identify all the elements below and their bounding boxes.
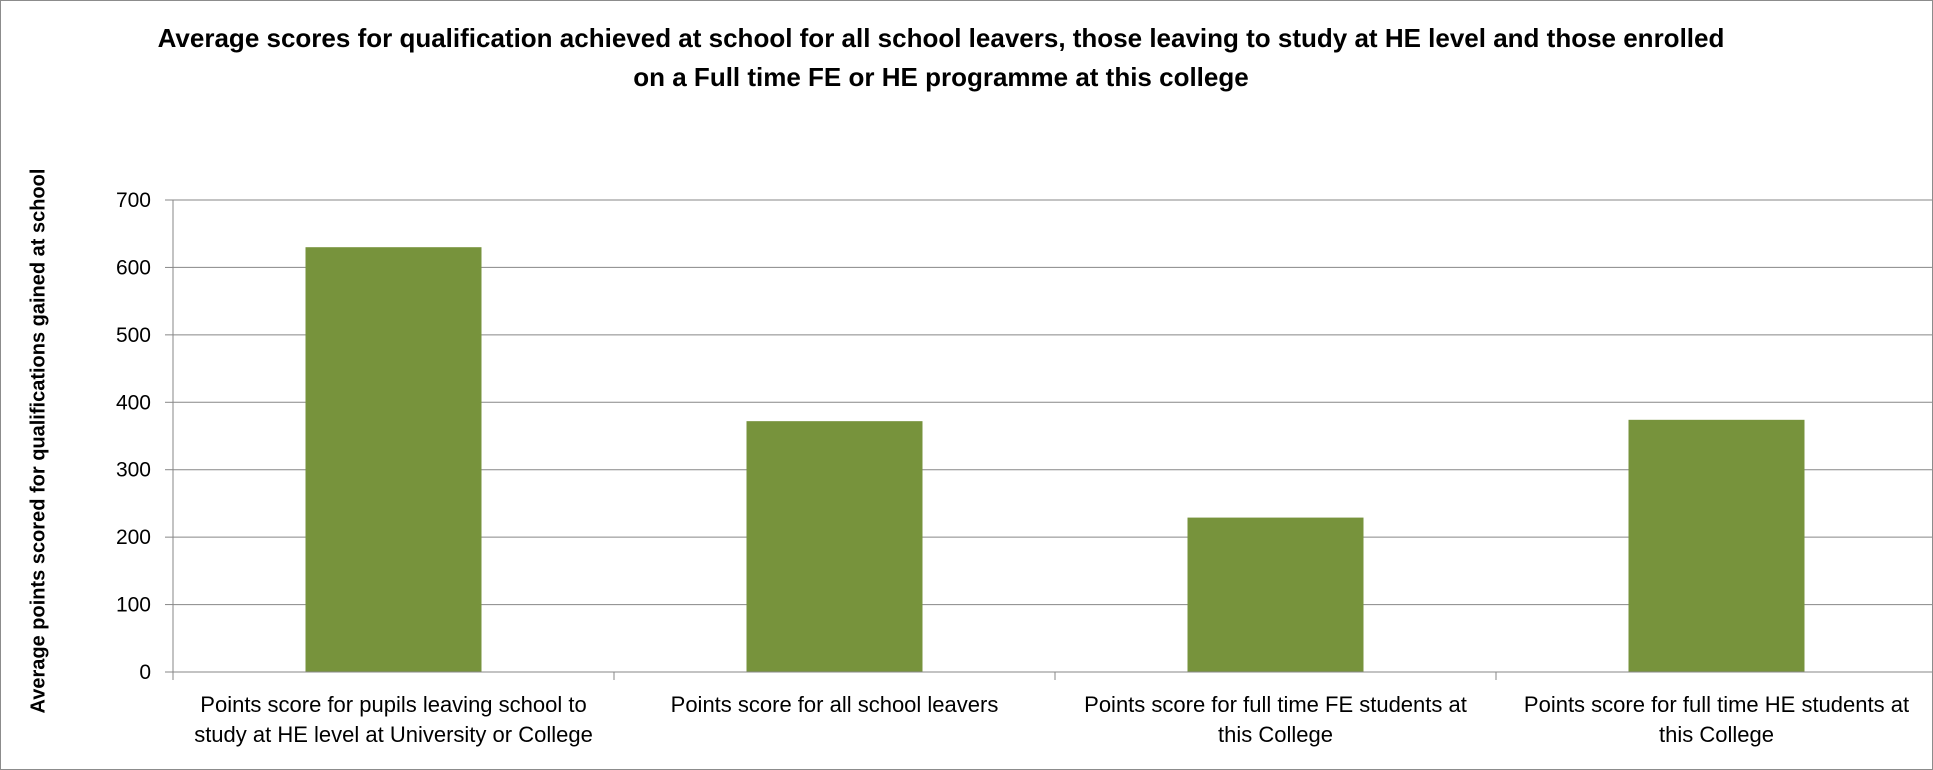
bars xyxy=(305,247,1805,672)
y-tick-label: 300 xyxy=(116,459,151,482)
y-tick-label: 600 xyxy=(116,256,151,279)
bar-1 xyxy=(305,247,482,672)
y-tick-label: 200 xyxy=(116,526,151,549)
x-category-label: Points score for full time HE students a… xyxy=(1523,692,1910,747)
y-tick-labels: 0 100 200 300 400 500 600 700 xyxy=(116,189,151,684)
y-tick-label: 700 xyxy=(116,189,151,212)
axes xyxy=(165,199,1932,680)
y-tick-label: 400 xyxy=(116,391,151,414)
x-category-label: Points score for full time FE students a… xyxy=(1084,692,1467,747)
bar-2 xyxy=(746,421,923,672)
x-category-label: Points score for pupils leaving school t… xyxy=(194,692,593,747)
chart-title: Average scores for qualification achieve… xyxy=(157,23,1725,92)
y-tick-label: 500 xyxy=(116,324,151,347)
bar-4 xyxy=(1628,419,1805,672)
y-tick-label: 0 xyxy=(139,661,151,684)
x-category-label: Points score for all school leavers xyxy=(670,692,999,717)
bar-3 xyxy=(1187,517,1364,672)
y-tick-label: 100 xyxy=(116,594,151,617)
